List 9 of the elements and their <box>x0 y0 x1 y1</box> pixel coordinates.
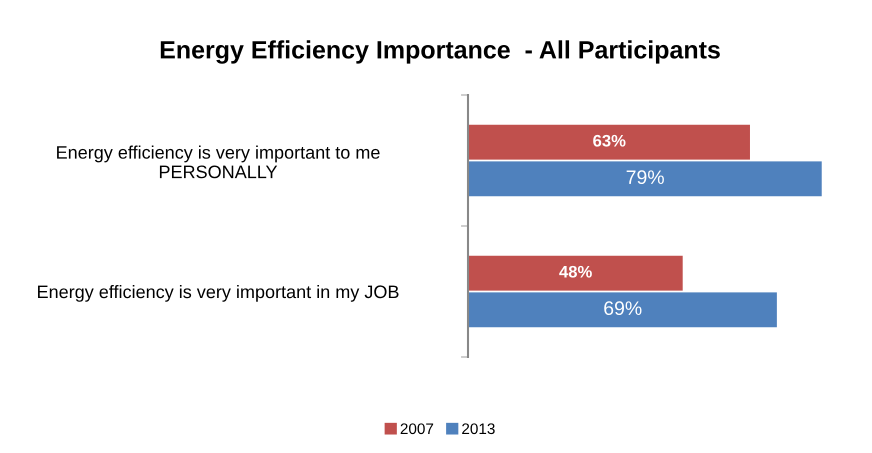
legend-label: 2013 <box>462 423 495 434</box>
y-tick-label: Energy efficiency is very important to me PERSONALLY <box>57 146 380 178</box>
chart-title: Energy Efficiency Importance - All Participants <box>160 40 720 64</box>
y-tick-label: Energy efficiency is very important in my JOB <box>38 284 399 302</box>
legend-label: 2007 <box>400 423 434 434</box>
data-label: 48% <box>559 266 592 278</box>
data-label: 69% <box>604 301 642 316</box>
data-label: 63% <box>593 134 626 147</box>
data-label: 79% <box>626 170 664 184</box>
